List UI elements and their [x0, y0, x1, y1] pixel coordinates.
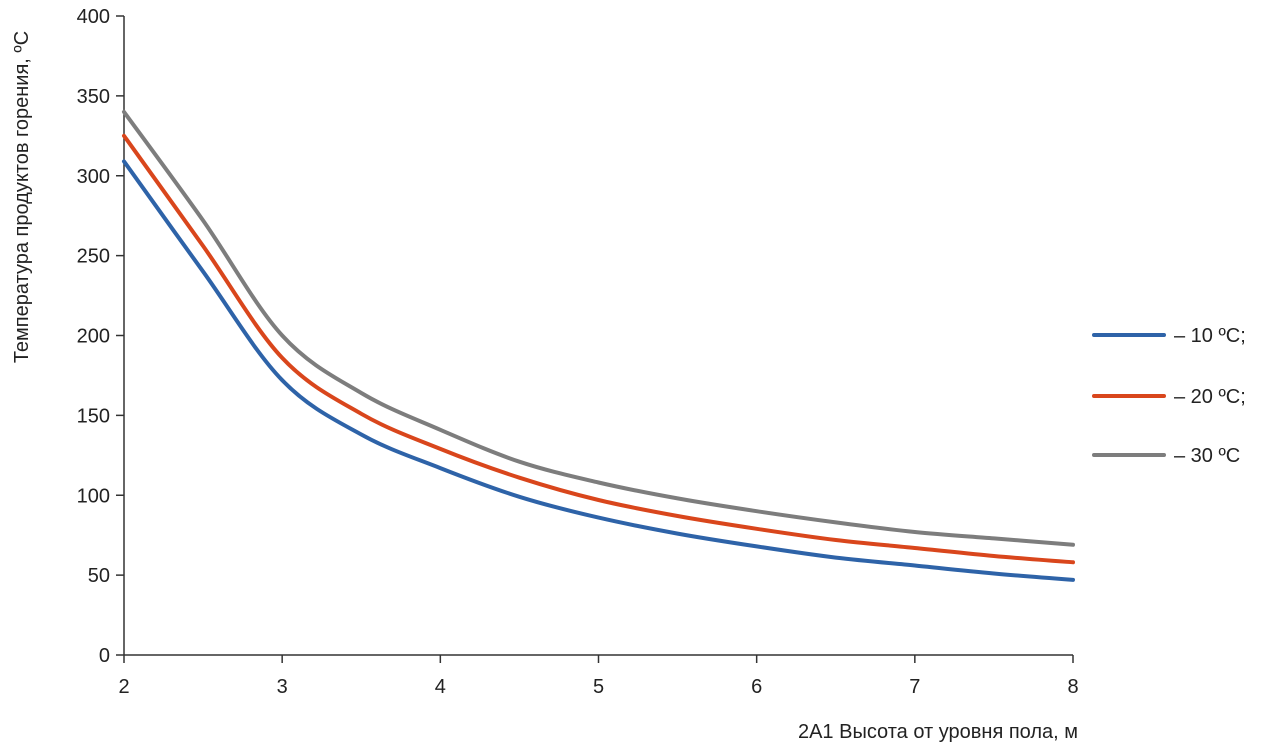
y-tick-label: 400: [77, 6, 110, 28]
y-tick-label: 100: [77, 485, 110, 507]
x-tick-label: 7: [909, 676, 920, 698]
series-line-1: [122, 159, 1075, 582]
x-axis-title: 2А1 Высота от уровня пола, м: [798, 721, 1078, 743]
legend-label-1: – 10 ºС;: [1174, 325, 1246, 347]
y-tick-label: 200: [77, 326, 110, 348]
y-axis-title: Температура продуктов горения, ºС: [11, 31, 33, 363]
series-line-2: [122, 133, 1075, 565]
legend: – 10 ºС; – 20 ºС; – 30 ºС: [1092, 325, 1246, 467]
x-axis: 2 3 4 5 6 7 8: [118, 654, 1079, 698]
y-tick-label: 150: [77, 405, 110, 427]
y-tick-label: 350: [77, 86, 110, 108]
x-tick-label: 3: [277, 676, 288, 698]
x-tick-label: 8: [1067, 676, 1078, 698]
series-layer: [122, 109, 1075, 582]
series-line-3: [122, 109, 1075, 547]
y-axis: 0 50 100 150 200 250 300 350 400: [77, 6, 125, 667]
y-tick-label: 0: [99, 645, 110, 667]
y-tick-label: 300: [77, 166, 110, 188]
legend-label-2: – 20 ºС;: [1174, 386, 1246, 408]
y-tick-label: 50: [88, 565, 110, 587]
y-tick-label: 250: [77, 246, 110, 268]
x-tick-label: 4: [435, 676, 446, 698]
x-tick-label: 6: [751, 676, 762, 698]
x-tick-label: 2: [118, 676, 129, 698]
x-tick-label: 5: [593, 676, 604, 698]
legend-label-3: – 30 ºС: [1174, 445, 1240, 467]
